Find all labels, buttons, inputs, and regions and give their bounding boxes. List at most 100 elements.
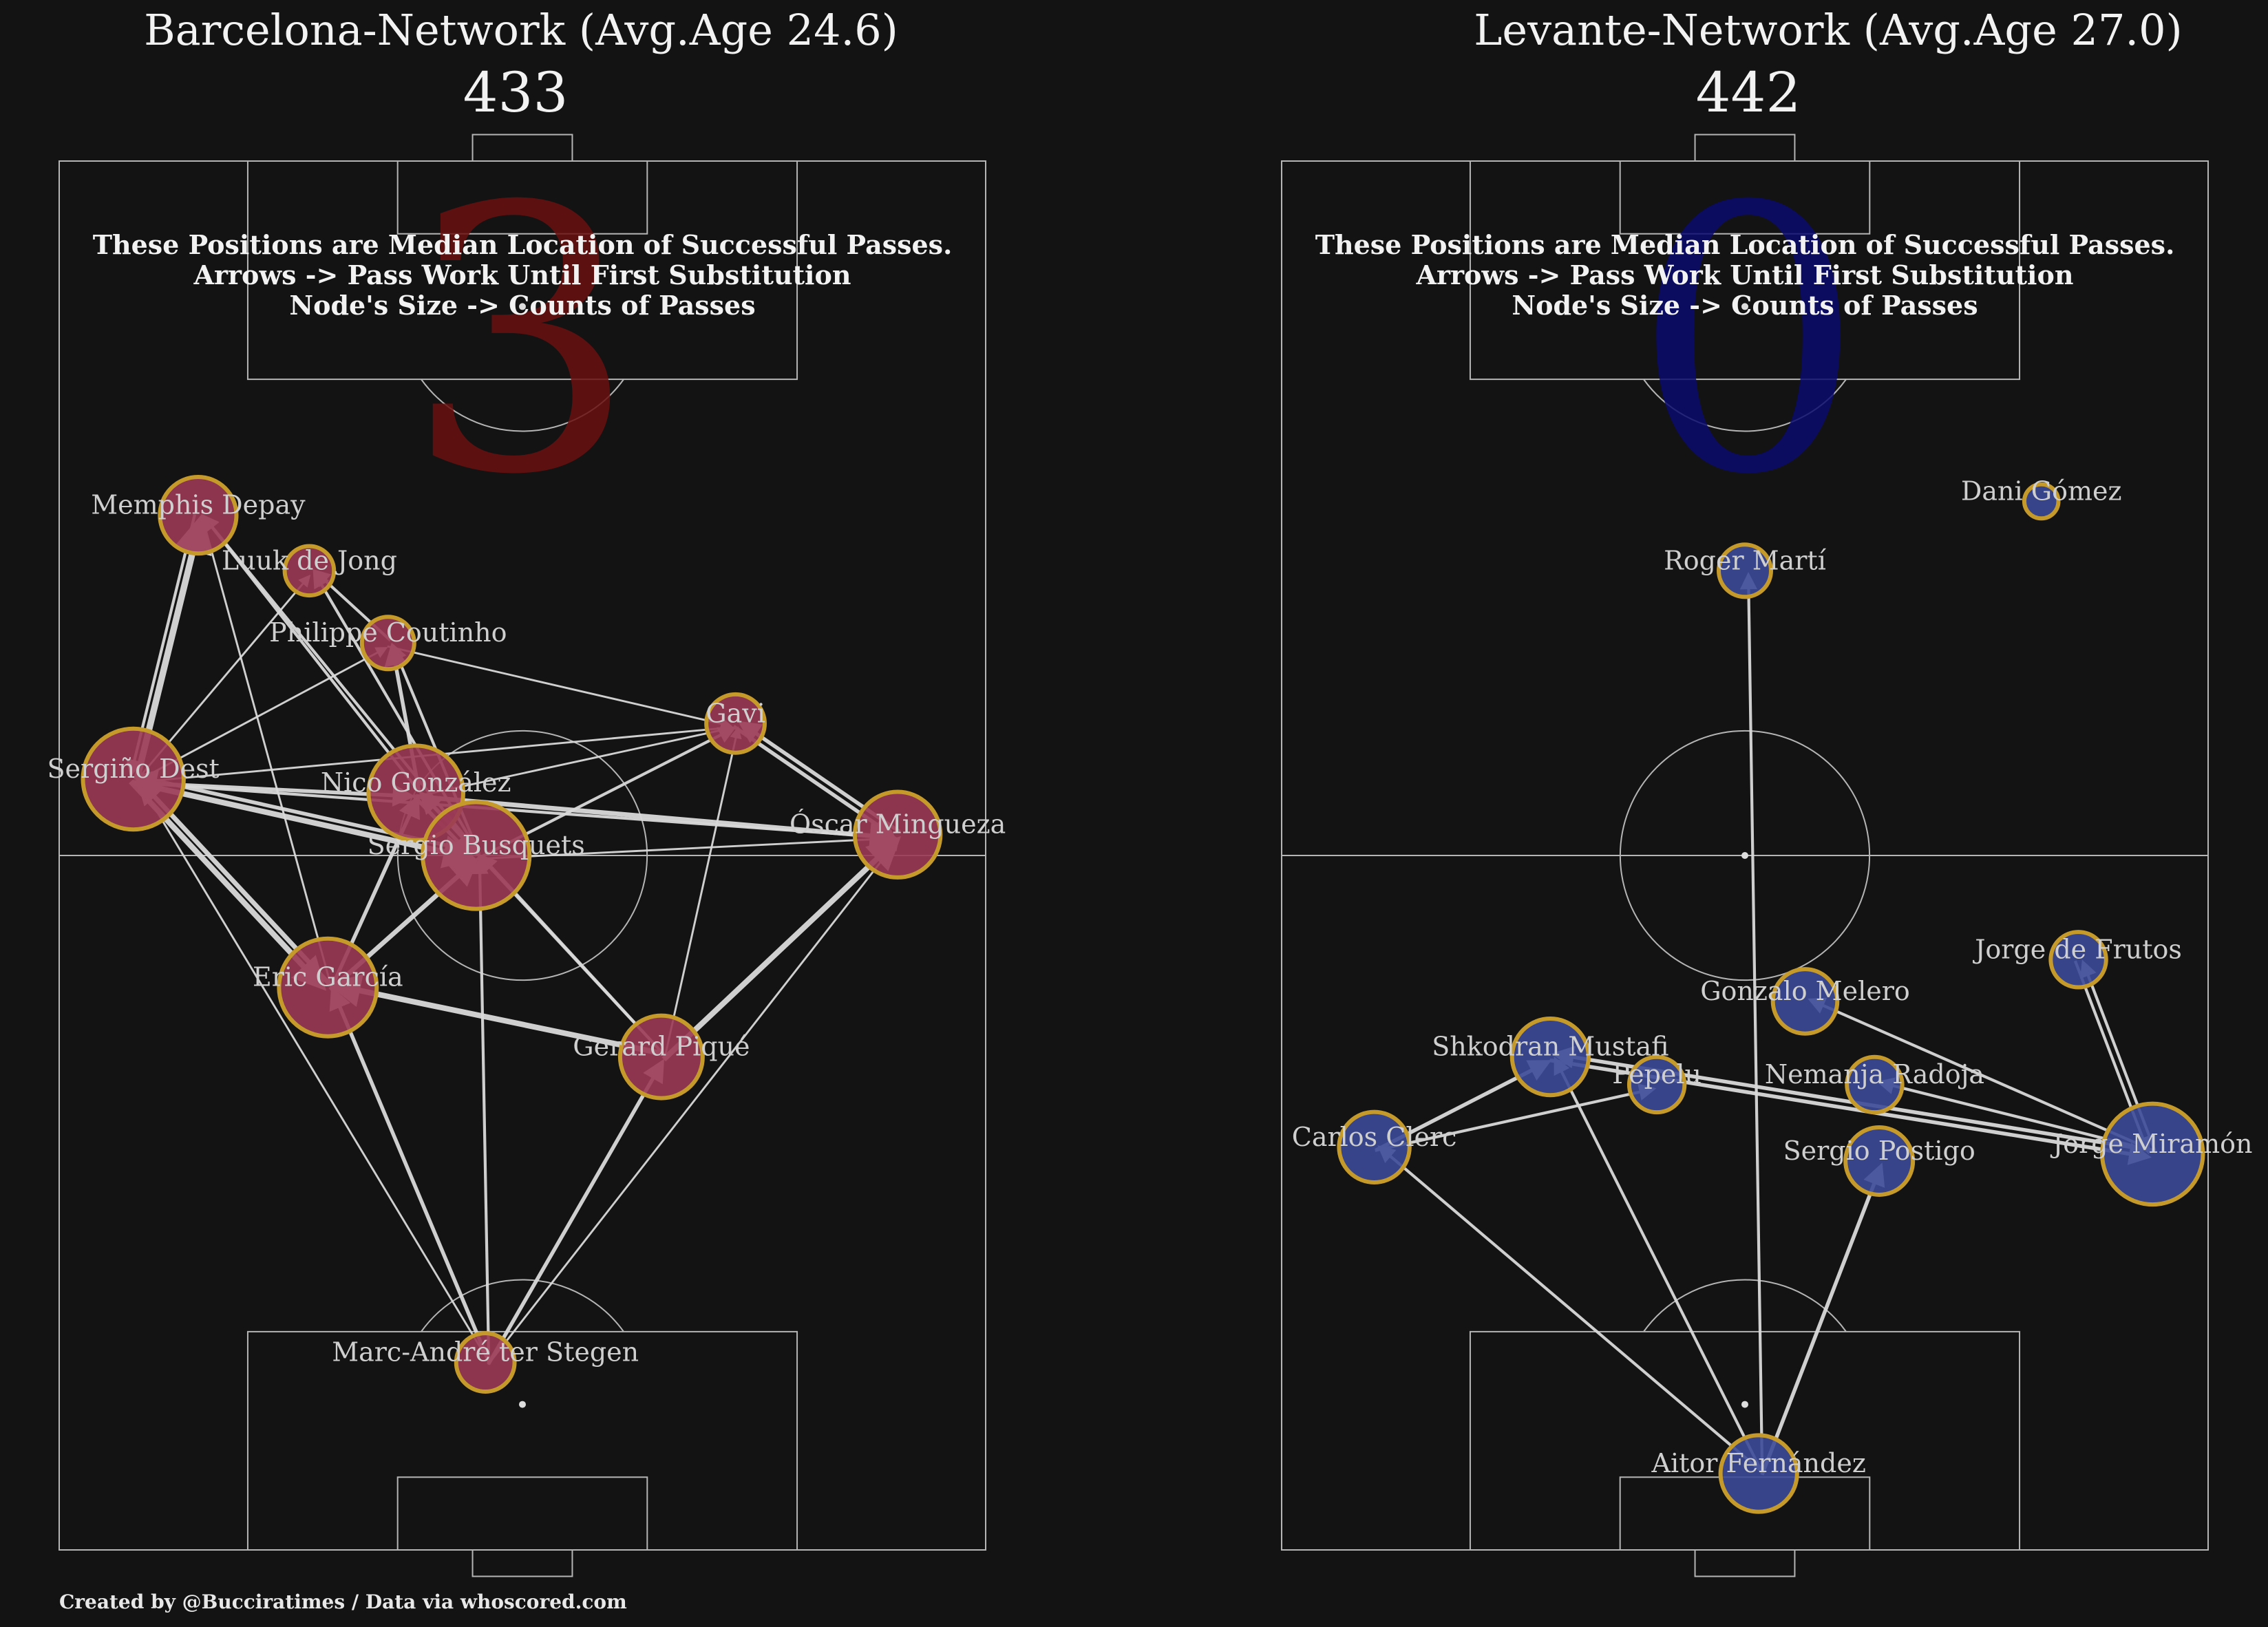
player-label: Jorge de Frutos xyxy=(1972,934,2182,964)
player-node xyxy=(421,800,532,911)
player-label: Sergio Busquets xyxy=(368,830,585,860)
pass-arrow xyxy=(487,838,900,1365)
player-node xyxy=(2022,482,2061,521)
pass-arrow xyxy=(661,836,902,1062)
player-label: Sergiño Dest xyxy=(47,754,220,784)
note-line-3: Node's Size -> Counts of Passes xyxy=(1512,290,1978,321)
player-node xyxy=(277,936,379,1039)
score-label: 0 xyxy=(1632,129,1864,554)
player-node xyxy=(1509,1017,1591,1098)
player-node xyxy=(1337,1109,1412,1184)
pass-arrow xyxy=(1377,1145,1762,1472)
pass-arrow xyxy=(471,856,491,1363)
player-label: Luuk de Jong xyxy=(222,545,397,575)
player-label: Roger Martí xyxy=(1664,545,1827,575)
pass-arrows xyxy=(126,513,902,1365)
pass-arrow xyxy=(327,974,663,1056)
bottom-penalty-arc xyxy=(421,1279,624,1332)
player-node xyxy=(2048,930,2108,990)
player-nodes xyxy=(81,474,943,1394)
player-node xyxy=(282,544,337,598)
formation-label: 433 xyxy=(463,61,569,125)
pass-arrow xyxy=(387,645,733,730)
player-label: Marc-André ter Stegen xyxy=(332,1337,639,1368)
pass-arrow xyxy=(487,1059,664,1365)
top-goal xyxy=(471,134,573,162)
score-label: 3 xyxy=(405,129,637,554)
pass-arrow xyxy=(416,724,734,798)
player-label: Sergio Postigo xyxy=(1783,1136,1975,1166)
pass-arrow xyxy=(1760,1162,1885,1476)
player-labels: Dani Gómez Roger Martí Jorge de Frutos Gonz… xyxy=(1292,476,2253,1478)
player-label: Pepelu xyxy=(1612,1059,1702,1089)
bottom-penalty-spot xyxy=(519,1401,526,1408)
player-node xyxy=(454,1331,517,1394)
player-nodes xyxy=(1337,482,2205,1514)
player-node xyxy=(1843,1125,1916,1197)
player-node xyxy=(158,474,239,556)
player-node xyxy=(2100,1101,2205,1207)
pass-arrow xyxy=(131,779,477,869)
player-label: Óscar Mingueza xyxy=(789,809,1006,840)
top-penalty-spot xyxy=(519,303,526,310)
pass-arrow xyxy=(1808,997,2155,1153)
pass-arrow xyxy=(415,794,898,850)
player-label: Shkodran Mustafi xyxy=(1432,1032,1668,1062)
player-node xyxy=(1845,1054,1905,1115)
bottom-goal xyxy=(471,1549,573,1577)
player-label: Jorge Miramón xyxy=(2050,1129,2252,1159)
player-label: Eric García xyxy=(253,962,403,992)
top-penalty-spot xyxy=(1741,303,1748,310)
player-label: Carlos Clerc xyxy=(1292,1122,1457,1152)
player-label: Aitor Fernández xyxy=(1651,1448,1866,1478)
player-node xyxy=(1770,967,1840,1036)
center-circle xyxy=(396,730,648,981)
player-node xyxy=(1717,542,1773,599)
player-node xyxy=(852,789,943,880)
top-penalty-arc xyxy=(421,379,624,432)
center-circle xyxy=(1619,730,1871,981)
player-labels: Memphis Depay Luuk de Jong Philippe Coutin… xyxy=(47,490,1006,1368)
pass-arrow xyxy=(329,986,491,1362)
pass-arrows xyxy=(1375,572,2157,1476)
note-line-3: Node's Size -> Counts of Passes xyxy=(289,290,755,321)
formation-label: 442 xyxy=(1696,61,1801,125)
player-node xyxy=(359,615,416,672)
player-node xyxy=(1626,1054,1687,1115)
player-label: Nico González xyxy=(321,767,511,798)
player-label: Memphis Depay xyxy=(91,490,306,520)
player-label: Gonzalo Melero xyxy=(1700,976,1910,1006)
top-goal xyxy=(1694,134,1796,162)
player-label: Dani Gómez xyxy=(1961,476,2122,506)
bottom-penalty-arc xyxy=(1643,1279,1847,1332)
player-label: Gavi xyxy=(706,698,765,728)
pass-arrow xyxy=(1554,1056,1763,1473)
chart-title: Levante-Network (Avg.Age 27.0) xyxy=(1474,5,2182,55)
player-node xyxy=(617,1013,705,1100)
note-line-2: Arrows -> Pass Work Until First Substitu… xyxy=(193,259,851,290)
note-line-2: Arrows -> Pass Work Until First Substitu… xyxy=(1416,259,2074,290)
player-node xyxy=(704,692,767,755)
pass-arrow xyxy=(664,726,742,1059)
center-spot xyxy=(1741,852,1748,859)
player-node xyxy=(81,726,186,832)
chart-title: Barcelona-Network (Avg.Age 24.6) xyxy=(144,5,898,55)
pitch xyxy=(59,134,986,1577)
player-label: Nemanja Radoja xyxy=(1765,1059,1984,1089)
player-label: Gerard Piqué xyxy=(573,1032,750,1062)
pass-arrow xyxy=(199,516,332,987)
note-line-1: These Positions are Median Location of S… xyxy=(93,229,953,260)
levante-panel: Levante-Network (Avg.Age 27.0) 442 0 The… xyxy=(1281,5,2253,1577)
barcelona-panel: Barcelona-Network (Avg.Age 24.6) 433 3 T… xyxy=(47,5,1006,1577)
top-penalty-arc xyxy=(1643,379,1847,432)
pass-arrow xyxy=(137,779,489,1361)
note-line-1: These Positions are Median Location of S… xyxy=(1315,229,2175,260)
pass-arrow xyxy=(476,833,896,860)
player-label: Philippe Coutinho xyxy=(269,617,507,648)
bottom-goal-area xyxy=(396,1476,648,1551)
bottom-goal xyxy=(1694,1549,1796,1577)
bottom-penalty-spot xyxy=(1741,1401,1748,1408)
pitch xyxy=(1281,134,2209,1577)
player-node xyxy=(1718,1433,1799,1514)
